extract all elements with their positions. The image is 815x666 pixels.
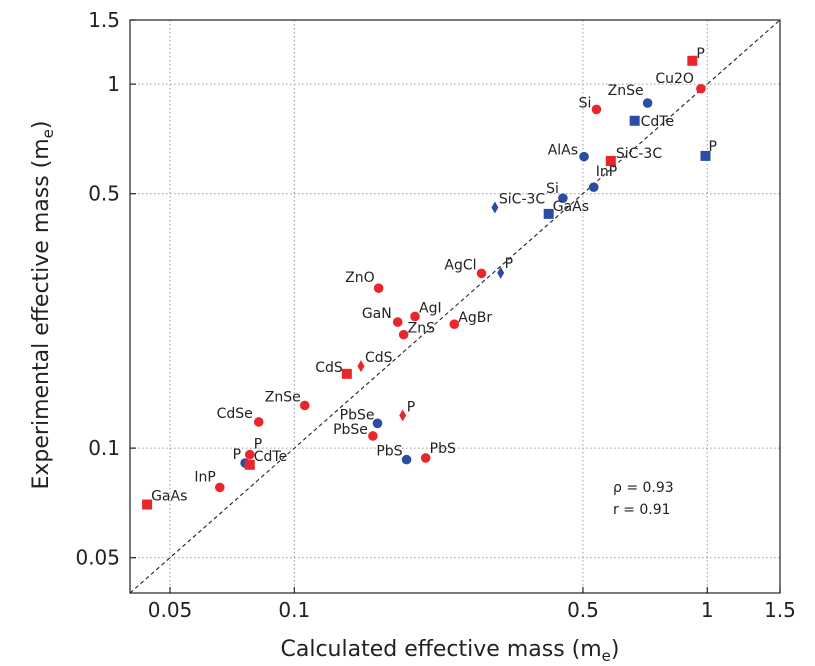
data-point-gan: [392, 317, 403, 327]
x-tick-label: 0.05: [148, 598, 193, 622]
data-point-gaas: [142, 499, 153, 510]
data-point-sic-3c: [491, 201, 499, 214]
y-tick-label: 1.5: [88, 8, 120, 32]
data-point-p: [399, 409, 407, 422]
point-label: PbSe: [333, 422, 368, 438]
y-axis-title: Experimental effective mass (me): [29, 121, 57, 490]
data-points: [142, 55, 711, 510]
data-point-zno: [373, 283, 384, 294]
axis-ticks: 0.05 0.1 0.5 1 1.5 0.05 0.1 0.5 1 1.5: [75, 8, 795, 622]
data-point-gaas: [543, 208, 554, 219]
point-label: Si: [546, 181, 559, 197]
point-label: P: [407, 399, 415, 415]
data-point-agbr: [449, 319, 460, 330]
data-point-cdse: [253, 417, 264, 427]
point-label: PbS: [430, 441, 456, 457]
data-point-zns: [398, 329, 409, 340]
x-tick-label: 1.5: [764, 598, 796, 622]
annotation-r: r = 0.91: [613, 502, 671, 518]
x-tick-label: 0.5: [567, 598, 599, 622]
point-label: PbS: [376, 444, 402, 460]
point-label: AgI: [419, 300, 442, 316]
data-point-si: [591, 104, 602, 115]
data-point-sic-3c: [605, 155, 616, 166]
data-point-inp: [215, 482, 225, 493]
x-tick-label: 0.1: [278, 598, 310, 622]
point-label: P: [505, 256, 513, 272]
point-label: CdTe: [641, 114, 674, 130]
point-label: GaN: [362, 306, 392, 322]
data-point-znse: [299, 400, 310, 411]
data-point-cu2o: [696, 83, 706, 94]
point-label: CdSe: [217, 406, 253, 422]
point-label: ZnSe: [265, 389, 301, 405]
data-point-agi: [410, 311, 420, 322]
y-tick-label: 0.05: [75, 546, 120, 570]
point-label: GaAs: [553, 199, 589, 215]
point-label: CdS: [365, 350, 393, 366]
point-label: PbSe: [340, 407, 375, 423]
data-point-p: [244, 449, 255, 460]
data-point-si: [558, 193, 568, 203]
point-label: GaAs: [151, 489, 187, 505]
point-label: Cu2O: [655, 71, 694, 87]
y-tick-label: 1: [107, 72, 120, 96]
point-label: P: [254, 437, 262, 453]
point-label: CdTe: [254, 449, 287, 465]
point-label: InP: [194, 469, 215, 485]
data-point-pbse: [372, 418, 383, 429]
y-tick-label: 0.5: [88, 182, 120, 206]
y-tick-label: 0.1: [88, 436, 120, 460]
x-tick-label: 1: [701, 598, 714, 622]
point-label: AgCl: [444, 257, 476, 273]
point-label: CdS: [315, 360, 343, 376]
data-point-pbs: [401, 454, 412, 465]
data-point-p: [687, 55, 698, 66]
data-point-p: [497, 266, 505, 279]
point-label: ZnSe: [608, 83, 644, 99]
point-label: AgBr: [458, 310, 492, 326]
data-point-pbse: [368, 431, 378, 441]
point-label: P: [233, 447, 241, 463]
point-label: AlAs: [548, 143, 578, 159]
data-point-agcl: [476, 268, 487, 279]
annotation-rho: ρ = 0.93: [613, 480, 674, 496]
data-point-cdte: [629, 115, 640, 126]
data-point-inp: [588, 182, 599, 192]
data-point-cdte: [244, 459, 255, 470]
point-label: ZnS: [408, 321, 435, 337]
x-axis-title: Calculated effective mass (me): [281, 637, 620, 665]
data-point-alas: [579, 151, 589, 162]
reference-line-y-equals-x: [129, 19, 781, 594]
data-point-znse: [642, 98, 653, 108]
point-label: P: [708, 139, 716, 155]
plot-frame: [129, 19, 781, 594]
point-label: InP: [596, 164, 617, 180]
point-label: SiC-3C: [616, 146, 663, 162]
point-label: P: [696, 46, 704, 62]
point-label: SiC-3C: [499, 192, 546, 208]
data-point-p: [700, 150, 711, 161]
point-label: Si: [579, 95, 592, 111]
data-point-cds: [357, 360, 365, 373]
data-point-cds: [341, 368, 352, 379]
data-point-pbs: [420, 453, 431, 463]
point-label: ZnO: [345, 270, 374, 286]
